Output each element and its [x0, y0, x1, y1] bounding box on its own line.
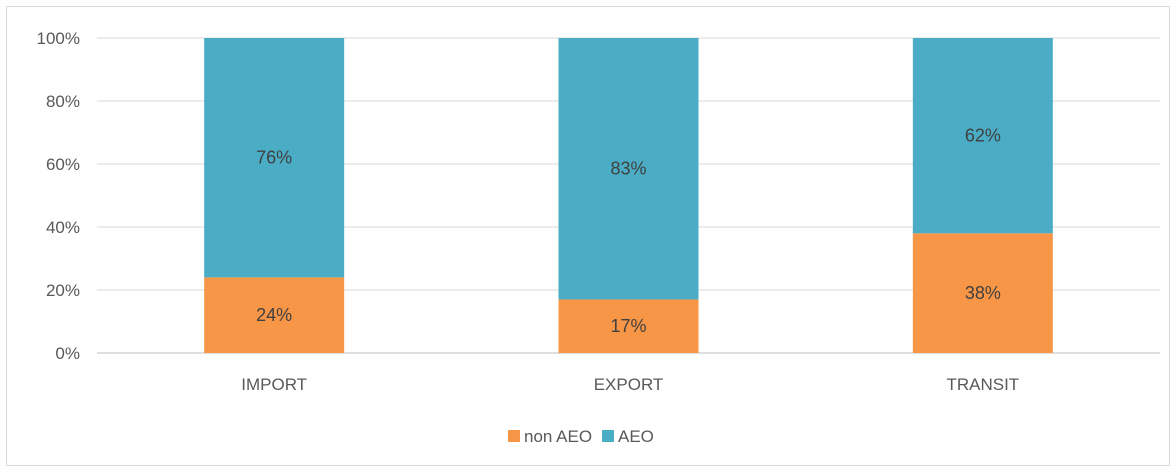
bar-import-aeo [204, 38, 345, 278]
y-tick-label: 60% [46, 155, 80, 174]
bar-transit-non-aeo [912, 233, 1053, 353]
bar-transit-aeo [912, 38, 1053, 234]
legend: non AEO AEO [508, 427, 654, 446]
y-tick-label: 20% [46, 281, 80, 300]
data-label: 24% [256, 305, 292, 325]
data-label: 62% [965, 126, 1001, 146]
legend-swatch-aeo [602, 430, 614, 442]
data-label: 76% [256, 148, 292, 168]
x-tick-label: IMPORT [241, 375, 307, 394]
bar-export-non-aeo [558, 299, 699, 353]
y-tick-label: 40% [46, 218, 80, 237]
x-tick-label: TRANSIT [946, 375, 1019, 394]
bar-import-non-aeo [204, 277, 345, 353]
data-label: 38% [965, 283, 1001, 303]
legend-label: non AEO [524, 427, 592, 446]
y-tick-label: 80% [46, 92, 80, 111]
y-axis-ticks: 0% 20% 40% 60% 80% 100% [37, 29, 80, 363]
x-axis-ticks: IMPORT EXPORT TRANSIT [241, 375, 1019, 394]
data-label: 17% [610, 316, 646, 336]
bars [204, 38, 1053, 353]
legend-label: AEO [618, 427, 654, 446]
y-tick-label: 0% [55, 344, 80, 363]
data-labels: 24% 76% 17% 83% 38% 62% [256, 126, 1001, 337]
y-tick-label: 100% [37, 29, 80, 48]
x-tick-label: EXPORT [594, 375, 664, 394]
legend-swatch-non-aeo [508, 430, 520, 442]
bar-export-aeo [558, 38, 699, 300]
data-label: 83% [610, 159, 646, 179]
